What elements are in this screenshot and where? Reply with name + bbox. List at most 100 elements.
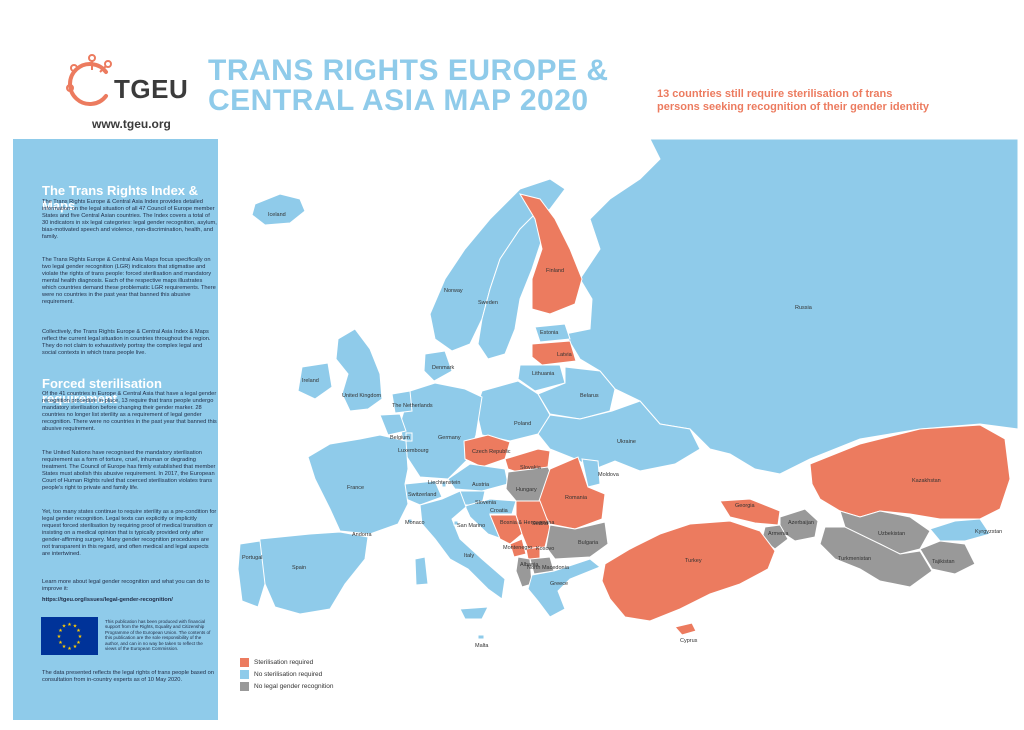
svg-text:★: ★ — [57, 634, 62, 640]
country-united-kingdom[interactable] — [335, 328, 383, 412]
country-bulgaria[interactable] — [545, 521, 609, 560]
country-cyprus[interactable] — [674, 622, 697, 636]
eu-funding-notice: This publication has been produced with … — [105, 619, 211, 652]
label-greece: Greece — [550, 581, 568, 587]
country-turkey[interactable] — [601, 520, 776, 622]
country-denmark[interactable] — [423, 350, 453, 382]
label-kyrgyzstan: Kyrgyzstan — [975, 529, 1002, 535]
country-italy[interactable] — [419, 490, 506, 600]
country-estonia[interactable] — [534, 323, 571, 343]
sidebar-paragraph-7: Learn more about legal gender recognitio… — [42, 579, 210, 592]
label-slovenia: Slovenia — [475, 500, 497, 506]
title-line-1: TRANS RIGHTS EUROPE & — [208, 54, 609, 87]
label-portugal: Portugal — [242, 555, 263, 561]
country-montenegro[interactable] — [509, 538, 527, 558]
label-austria: Austria — [472, 482, 490, 488]
label-montenegro: Montenegro — [503, 545, 532, 551]
country-sweden[interactable] — [477, 213, 543, 360]
country-croatia[interactable] — [464, 498, 517, 540]
label-finland: Finland — [546, 268, 564, 274]
label-croatia: Croatia — [490, 508, 509, 514]
sidebar-paragraph-4: Of the 41 countries in Europe & Central … — [42, 391, 217, 432]
title-line-2: CENTRAL ASIA MAP 2020 — [208, 84, 589, 117]
country-france[interactable] — [307, 434, 409, 535]
country-latvia[interactable] — [531, 340, 577, 366]
tgeu-logo: TGEU www.tgeu.org — [62, 50, 192, 135]
country-tajikistan[interactable] — [919, 540, 976, 575]
lgr-link[interactable]: https://tgeu.org/issues/legal-gender-rec… — [42, 597, 173, 603]
page-title: TRANS RIGHTS EUROPE & CENTRAL ASIA MAP 2… — [208, 56, 609, 116]
sidebar-heading-sterilisation: Forced sterilisation requirement — [42, 376, 162, 406]
label-monaco: Monaco — [405, 520, 425, 526]
eu-flag-icon: ★ ★ ★ ★ ★ ★ ★ ★ ★ ★ ★ ★ — [41, 617, 98, 655]
country-kazakhstan[interactable] — [809, 424, 1011, 520]
label-russia: Russia — [795, 305, 813, 311]
legend-label-sterilisation: Sterilisation required — [254, 659, 314, 666]
svg-text:★: ★ — [73, 624, 78, 630]
country-lithuania[interactable] — [517, 364, 566, 392]
label-germany: Germany — [438, 435, 461, 441]
europe-central-asia-map: Iceland Norway Sweden Finland Russia Est… — [220, 139, 1018, 659]
label-bosnia-herzegovina: Bosnia & Herzegovina — [500, 520, 555, 526]
sidebar-paragraph-2: The Trans Rights Europe & Central Asia M… — [42, 257, 216, 305]
label-latvia: Latvia — [557, 352, 573, 358]
label-france: France — [347, 485, 364, 491]
country-albania[interactable] — [515, 556, 533, 588]
label-kosovo: Kosovo — [536, 546, 554, 552]
country-san-marino[interactable] — [453, 520, 459, 526]
label-hungary: Hungary — [516, 487, 537, 493]
country-italy-islands[interactable] — [414, 556, 489, 620]
country-iceland[interactable] — [251, 193, 306, 226]
sidebar-paragraph-1: The Trans Rights Europe & Central Asia I… — [42, 199, 217, 240]
label-poland: Poland — [514, 421, 531, 427]
label-united-kingdom: United Kingdom — [342, 393, 382, 399]
logo-name: TGEU — [114, 74, 189, 104]
country-belgium[interactable] — [379, 413, 407, 436]
label-uzbekistan: Uzbekistan — [878, 531, 905, 537]
svg-text:★: ★ — [67, 622, 72, 628]
logo-url: www.tgeu.org — [92, 117, 171, 131]
label-ukraine: Ukraine — [617, 439, 636, 445]
page-subtitle: 13 countries still require sterilisation… — [657, 88, 929, 113]
label-sweden: Sweden — [478, 300, 498, 306]
svg-text:★: ★ — [76, 640, 81, 646]
sidebar-paragraph-3: Collectively, the Trans Rights Europe & … — [42, 329, 211, 356]
label-liechtenstein: Liechtenstein — [428, 480, 460, 486]
label-spain: Spain — [292, 565, 306, 571]
label-slovakia: Slovakia — [520, 465, 542, 471]
sidebar-paragraph-5: The United Nations have recognised the m… — [42, 450, 216, 491]
label-serbia: Serbia — [532, 521, 549, 527]
country-liechtenstein[interactable] — [441, 481, 447, 488]
country-malta[interactable] — [477, 634, 485, 640]
label-moldova: Moldova — [598, 472, 620, 478]
country-monaco[interactable] — [407, 518, 413, 524]
country-turkmenistan[interactable] — [819, 526, 933, 588]
label-belarus: Belarus — [580, 393, 599, 399]
country-moldova[interactable] — [581, 458, 601, 488]
svg-text:★: ★ — [58, 640, 63, 646]
country-finland[interactable] — [518, 193, 583, 315]
country-greece[interactable] — [527, 558, 601, 618]
sidebar-heading-index: The Trans Rights Index & Maps — [42, 183, 199, 213]
label-norway: Norway — [444, 288, 463, 294]
label-netherlands: The Netherlands — [392, 403, 433, 409]
label-malta: Malta — [475, 643, 489, 649]
country-ireland[interactable] — [297, 362, 333, 400]
country-ukraine[interactable] — [537, 400, 701, 472]
country-bosnia-herzegovina[interactable] — [489, 514, 523, 545]
country-netherlands[interactable] — [391, 390, 413, 414]
label-georgia: Georgia — [735, 503, 756, 509]
label-armenia: Armenia — [768, 531, 789, 537]
logo-symbol-icon — [66, 54, 112, 106]
label-san-marino: San Marino — [457, 523, 485, 529]
country-luxembourg[interactable] — [405, 432, 413, 442]
country-georgia[interactable] — [719, 498, 781, 526]
label-lithuania: Lithuania — [532, 371, 555, 377]
label-romania: Romania — [565, 495, 588, 501]
label-albania: Albania — [520, 562, 539, 568]
label-denmark: Denmark — [432, 365, 455, 371]
country-labels: Iceland Norway Sweden Finland Russia Est… — [242, 212, 1002, 649]
label-north-macedonia: North Macedonia — [527, 565, 570, 571]
country-portugal[interactable] — [237, 540, 266, 608]
label-iceland: Iceland — [268, 212, 286, 218]
